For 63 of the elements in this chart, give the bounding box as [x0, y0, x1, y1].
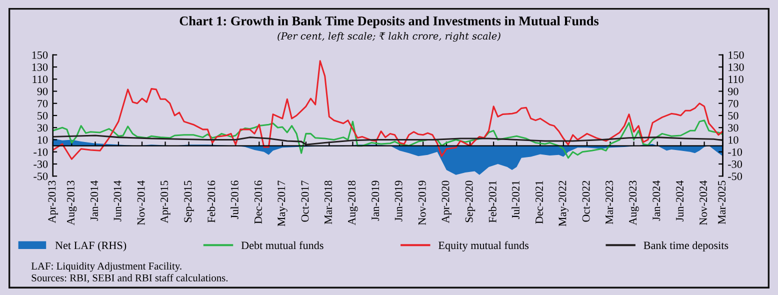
- x-tick-label: Dec-2021: [535, 180, 543, 224]
- x-tick-label: Oct-2017: [301, 180, 309, 222]
- y-tick-label: 50: [38, 112, 48, 120]
- x-tick-label: Jan-2019: [372, 180, 380, 221]
- x-tick-label: Mar-2023: [606, 180, 614, 224]
- y2-tick-label: -30: [728, 160, 742, 168]
- x-tick-label: Aug-2018: [348, 180, 358, 226]
- x-tick-label: Mar-2025: [718, 180, 726, 224]
- x-tick-label: Apr-2020: [442, 180, 452, 224]
- x-tick-label: May-2017: [278, 180, 288, 226]
- y2-tick-label: -50: [728, 172, 742, 180]
- x-tick-label: Nov-2024: [700, 180, 708, 226]
- x-tick-label: Jul-2016: [230, 180, 238, 219]
- y-tick-label: 30: [37, 124, 48, 132]
- line-series: [52, 134, 723, 146]
- x-tick-label: Mar-2018: [324, 180, 332, 224]
- y-tick-label: 70: [38, 100, 48, 108]
- legend-label: Bank time deposits: [644, 241, 728, 252]
- y-tick-label: 110: [32, 76, 48, 84]
- x-tick-label: Jun-2014: [114, 180, 122, 222]
- y-tick-label: 10: [38, 136, 48, 144]
- x-tick-label: Feb-2016: [207, 180, 216, 223]
- y-tick-label: 150: [32, 51, 48, 59]
- y-tick-label: 90: [37, 88, 48, 96]
- line-series: [52, 120, 723, 159]
- y2-tick-label: 50: [728, 112, 738, 120]
- y-tick-label: -10: [34, 148, 48, 156]
- x-tick-label: Feb-2021: [488, 180, 496, 223]
- text: LAF: Liquidity Adjustment Facility.: [31, 262, 182, 272]
- y2-tick-label: 70: [728, 100, 738, 108]
- chart-subtitle: (Per cent, left scale; ₹ lakh crore, right scale): [278, 32, 500, 42]
- chart-title: Chart 1: Growth in Bank Time Deposits and Investments in Mutual Funds: [180, 16, 599, 28]
- x-tick-label: Sep-2015: [184, 180, 194, 222]
- x-tick-label: Dec-2016: [254, 180, 262, 224]
- y2-tick-label: 30: [728, 124, 738, 132]
- x-tick-label: Jan-2014: [90, 180, 98, 221]
- x-tick-label: Jul-2021: [512, 180, 520, 219]
- y-tick-label: -30: [34, 160, 48, 168]
- x-tick-label: Aug-2023: [629, 180, 639, 226]
- y2-tick-label: 110: [728, 76, 744, 84]
- x-tick-label: Jun-2024: [676, 180, 684, 222]
- y2-tick-label: 130: [728, 63, 744, 71]
- x-tick-label: Oct-2022: [582, 180, 590, 222]
- x-tick-label: Apr-2015: [160, 180, 170, 224]
- x-tick-label: Apr-2013: [48, 180, 58, 224]
- x-tick-label: May-2022: [558, 180, 568, 226]
- x-tick-label: Sep-2020: [465, 180, 476, 222]
- y-tick-label: 130: [32, 63, 48, 71]
- y2-tick-label: 150: [728, 51, 744, 59]
- source-note: Sources: RBI, SEBI and RBI staff calculations.: [32, 274, 228, 283]
- line-series: [52, 60, 723, 160]
- y2-tick-label: 10: [728, 136, 738, 144]
- y2-tick-label: -10: [728, 148, 742, 156]
- legend-label: Debt mutual funds: [241, 241, 324, 250]
- y2-tick-label: 90: [728, 88, 738, 96]
- x-tick-label: Jun-2019: [394, 180, 402, 222]
- x-tick-label: Aug-2013: [66, 180, 77, 226]
- x-tick-label: Nov-2014: [137, 180, 145, 226]
- legend-label: Net LAF (RHS): [55, 241, 126, 252]
- x-tick-label: Jan-2024: [652, 180, 660, 221]
- y-tick-label: -50: [34, 172, 48, 180]
- legend-label: Equity mutual funds: [438, 241, 529, 252]
- x-tick-label: Nov-2019: [418, 180, 426, 226]
